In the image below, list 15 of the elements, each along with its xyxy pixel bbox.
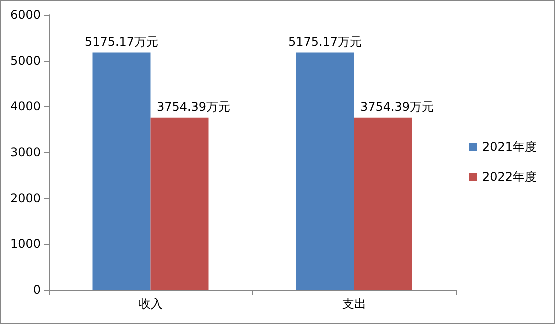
y-tick-label: 3000 <box>10 146 41 160</box>
legend-label: 2021年度 <box>482 140 538 154</box>
data-label: 5175.17万元 <box>288 34 362 49</box>
y-tick-label: 4000 <box>10 100 41 114</box>
y-tick-label: 1000 <box>10 237 41 252</box>
data-label: 5175.17万元 <box>84 34 159 49</box>
y-tick-label: 2000 <box>10 191 41 206</box>
legend-label: 2022年度 <box>482 170 538 184</box>
x-tick-label: 支出 <box>342 297 366 311</box>
y-tick-label: 6000 <box>10 8 41 22</box>
y-tick-label: 5000 <box>10 54 41 68</box>
data-label: 3754.39万元 <box>156 100 231 114</box>
x-tick-label: 收入 <box>138 297 163 311</box>
data-label: 3754.39万元 <box>360 100 434 114</box>
y-tick-label: 0 <box>33 283 41 297</box>
